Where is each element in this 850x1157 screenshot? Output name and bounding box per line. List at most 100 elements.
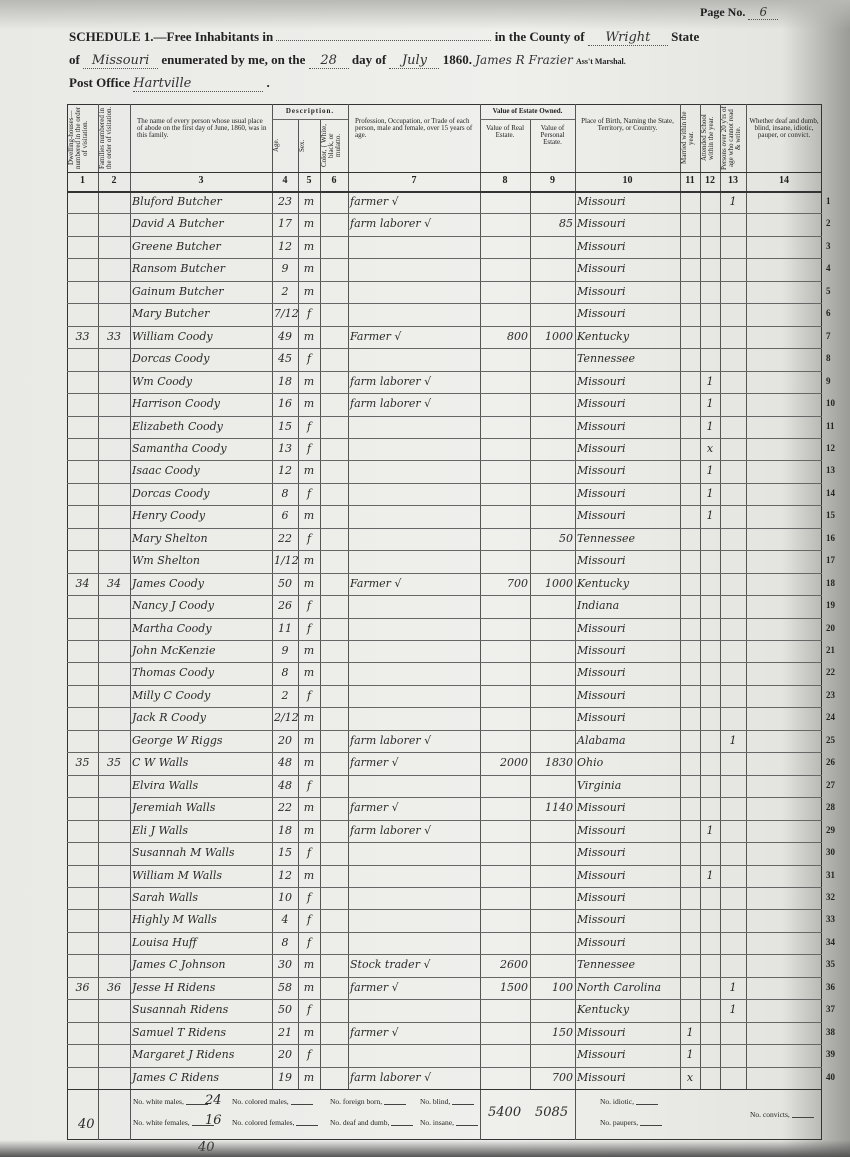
line-number: 29 xyxy=(826,824,835,835)
row-rule xyxy=(67,460,822,462)
cell-sex: m xyxy=(303,239,315,253)
column-header-c10: Place of Birth, Naming the State, Territ… xyxy=(581,117,674,132)
column-number: 10 xyxy=(622,175,633,186)
year: 1860. xyxy=(442,52,472,67)
cell-sex: m xyxy=(303,576,315,590)
line-number: 39 xyxy=(826,1049,835,1060)
cell-birthplace: Missouri xyxy=(577,486,626,500)
line-number: 40 xyxy=(826,1071,835,1082)
cell-birthplace: Missouri xyxy=(577,307,626,321)
cell-occupation: Farmer √ xyxy=(350,576,402,590)
cell-age: 2/12 xyxy=(274,711,299,725)
footer-blank xyxy=(391,1125,414,1126)
cell-sex: f xyxy=(306,913,312,927)
column-number: 2 xyxy=(111,175,117,186)
month-field: July xyxy=(389,53,440,69)
cell-sex: m xyxy=(303,1070,315,1084)
cell-birthplace: Missouri xyxy=(577,217,626,231)
line-number: 21 xyxy=(826,645,835,655)
cell-birthplace: Tennessee xyxy=(577,531,635,545)
cell-birthplace: Missouri xyxy=(577,419,626,433)
enumerated-label: enumerated by me, on the xyxy=(161,52,306,67)
line-number: 31 xyxy=(826,869,835,880)
cell-name: Highly M Walls xyxy=(132,913,217,927)
column-number: 14 xyxy=(779,175,789,186)
footer-blank xyxy=(185,1104,208,1105)
cell-school: 1 xyxy=(706,397,714,411)
cell-name: Jack R Coody xyxy=(132,711,206,725)
cell-sex: m xyxy=(303,733,315,747)
line-number: 38 xyxy=(826,1026,835,1037)
cell-personal-estate: 700 xyxy=(552,1070,573,1084)
cell-name: Gainum Butcher xyxy=(132,284,224,298)
cell-school: 1 xyxy=(706,823,714,837)
footer-insane-label: No. insane, xyxy=(420,1118,454,1127)
post-office-line: Post Office Hartville . xyxy=(69,75,270,92)
cell-name: Samuel T Ridens xyxy=(132,1025,227,1039)
of-label: of xyxy=(69,52,80,67)
footer-white-males-label: No. white males, xyxy=(133,1097,184,1106)
row-rule xyxy=(67,1066,822,1068)
row-rule xyxy=(67,393,822,395)
cell-birthplace: Missouri xyxy=(577,397,626,411)
row-rule xyxy=(67,640,822,641)
cell-age: 12 xyxy=(278,464,292,478)
footer-blind-label: No. blind, xyxy=(420,1097,451,1106)
cell-school: 1 xyxy=(706,419,714,433)
row-rule xyxy=(67,550,822,552)
line-number: 33 xyxy=(826,914,835,925)
cell-real-estate: 800 xyxy=(507,329,528,343)
row-rule xyxy=(67,886,822,888)
cell-personal-estate: 1830 xyxy=(545,756,573,770)
cell-name: Thomas Coody xyxy=(132,666,215,680)
cell-name: Jesse H Ridens xyxy=(132,980,216,994)
cell-age: 45 xyxy=(278,352,292,366)
cell-real-estate: 700 xyxy=(507,576,528,590)
cell-name: Mary Butcher xyxy=(132,307,210,321)
cell-sex: f xyxy=(306,352,312,366)
cell-sex: f xyxy=(306,935,312,949)
cell-school: x xyxy=(706,441,714,455)
cell-name: Martha Coody xyxy=(132,621,212,635)
row-rule xyxy=(67,909,822,911)
row-rule xyxy=(67,1044,822,1046)
column-header-c2: Families numbered in the order of visita… xyxy=(98,106,113,170)
cell-birthplace: Missouri xyxy=(577,554,626,568)
cell-age: 8 xyxy=(281,935,289,949)
scan-shadow xyxy=(0,0,850,30)
footer-total-real: 5400 xyxy=(488,1105,522,1120)
cell-sex: f xyxy=(306,531,312,545)
footer-blank xyxy=(384,1104,407,1105)
column-number: 13 xyxy=(728,175,738,186)
cell-birthplace: Missouri xyxy=(577,195,626,208)
cell-personal-estate: 150 xyxy=(552,1025,573,1039)
line-number: 36 xyxy=(826,981,835,992)
cell-birthplace: Missouri xyxy=(577,1048,626,1062)
row-rule xyxy=(67,684,822,686)
cell-personal-estate: 100 xyxy=(552,980,573,994)
cell-age: 11 xyxy=(278,621,292,635)
cell-age: 2 xyxy=(281,284,289,298)
cell-age: 4 xyxy=(281,913,289,927)
header-rule xyxy=(67,172,822,173)
cell-dwelling: 36 xyxy=(75,980,90,994)
cell-age: 22 xyxy=(278,801,292,815)
cell-age: 16 xyxy=(278,397,292,411)
cell-name: Louisa Huff xyxy=(132,935,197,949)
cell-sex: m xyxy=(303,644,315,657)
column-divider xyxy=(680,104,681,1089)
cell-sex: m xyxy=(303,464,315,478)
cell-birthplace: Missouri xyxy=(577,711,626,725)
line-number: 32 xyxy=(826,891,835,902)
line-number: 15 xyxy=(826,510,835,521)
cell-sex: m xyxy=(303,374,315,388)
column-number: 11 xyxy=(685,175,695,186)
cell-birthplace: Indiana xyxy=(577,599,620,613)
cell-age: 13 xyxy=(278,441,292,455)
column-divider xyxy=(575,1089,576,1140)
cell-name: Elizabeth Coody xyxy=(132,419,223,433)
row-rule xyxy=(67,303,822,305)
row-rule xyxy=(67,482,822,484)
cell-name: Susannah Ridens xyxy=(132,1003,229,1017)
cell-married: 1 xyxy=(686,1048,694,1062)
